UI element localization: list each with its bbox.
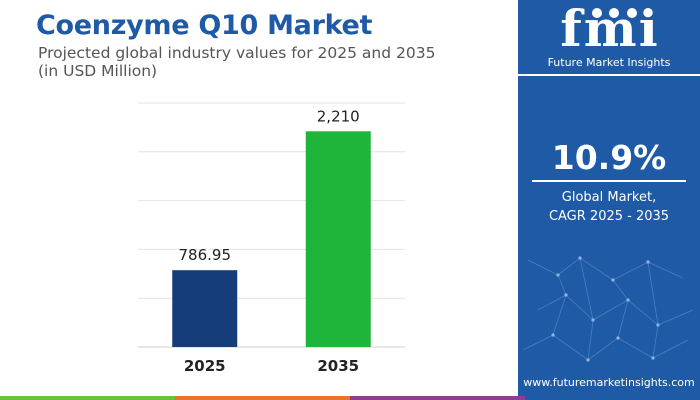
cagr-label-line-2: CAGR 2025 - 2035 — [548, 209, 670, 224]
logo-leaf-icon — [609, 8, 619, 18]
logo-person-icon — [627, 8, 637, 18]
chart-title: Coenzyme Q10 Market — [36, 10, 373, 41]
bottom-color-strip — [0, 396, 700, 400]
bar-value-label-2025: 786.95 — [179, 246, 232, 264]
cagr-value: 10.9% — [551, 138, 667, 177]
bar-2035 — [305, 131, 371, 347]
subtitle-line-2: (in USD Million) — [38, 62, 158, 80]
cagr-label: Global Market, CAGR 2025 - 2035 — [518, 188, 700, 226]
strip-segment — [0, 396, 175, 400]
logo-icons — [592, 8, 637, 18]
subtitle-line-1: Projected global industry values for 202… — [38, 44, 436, 62]
logo-globe-icon — [592, 8, 602, 18]
logo-wordmark: fmi — [560, 0, 660, 58]
chart-subtitle: Projected global industry values for 202… — [38, 44, 435, 80]
strip-segment — [525, 396, 700, 400]
x-tick-label-2025: 2025 — [184, 357, 226, 375]
bar-value-label-2035: 2,210 — [317, 107, 360, 125]
bar-2025 — [172, 270, 238, 347]
strip-segment — [350, 396, 525, 400]
website-link[interactable]: www.futuremarketinsights.com — [523, 376, 695, 389]
cagr-label-line-1: Global Market, — [561, 190, 657, 205]
cagr-rule — [532, 180, 686, 182]
bar-chart: 786.95 2025 2,210 2035 — [138, 102, 405, 375]
logo-tagline: Future Market Insights — [547, 56, 671, 69]
side-panel: fmi Future Market Insights 10.9% Global … — [518, 0, 700, 400]
fmi-logo: fmi Future Market Insights — [518, 0, 700, 74]
panel-divider — [518, 74, 700, 76]
network-decoration — [522, 256, 694, 362]
strip-segment — [175, 396, 350, 400]
x-tick-label-2035: 2035 — [317, 357, 359, 375]
